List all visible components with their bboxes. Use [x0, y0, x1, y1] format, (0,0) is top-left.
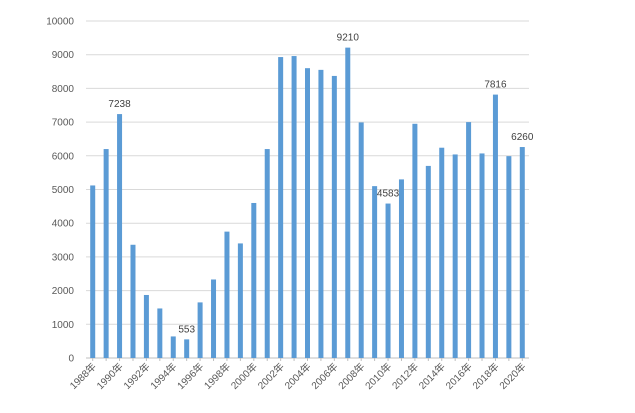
- y-tick-label: 8000: [52, 84, 75, 95]
- bar-2018年: [492, 94, 498, 358]
- bar-2020年: [519, 147, 525, 358]
- bars: [90, 47, 525, 359]
- data-label-1995年: 553: [178, 324, 195, 335]
- x-tick-label: 2014年: [416, 360, 448, 392]
- x-tick-label: 1994年: [147, 360, 179, 392]
- bar-2007年: [345, 47, 351, 359]
- bar-2008年: [358, 122, 364, 358]
- x-tick-label: 2020年: [496, 360, 528, 392]
- bar-1990年: [117, 114, 123, 358]
- bar-2014年: [439, 147, 445, 358]
- x-tick-label: 2000年: [228, 360, 260, 392]
- bar-2012年: [412, 123, 418, 358]
- bar-2019年: [506, 156, 512, 358]
- bar-2016年: [466, 122, 472, 358]
- x-tick-label: 1996年: [174, 360, 206, 392]
- bar-2010年: [385, 203, 391, 358]
- data-label-2007年: 9210: [337, 33, 360, 44]
- bar-2011年: [398, 179, 404, 358]
- data-labels: 7238 553 9210 4583 7816 6260: [108, 33, 533, 336]
- bar-1991年: [130, 244, 136, 358]
- bar-2009年: [372, 186, 378, 358]
- data-label-2018年: 7816: [484, 80, 507, 91]
- bar-1993年: [157, 308, 163, 358]
- bar-1994年: [170, 336, 176, 358]
- x-tick-label: 2008年: [335, 360, 367, 392]
- y-tick-label: 2000: [52, 286, 75, 297]
- y-tick-label: 5000: [52, 185, 75, 196]
- x-tick-label: 1990年: [94, 360, 126, 392]
- x-tick-label: 2002年: [255, 360, 287, 392]
- y-tick-label: 7000: [52, 118, 75, 129]
- y-axis: 0 1000 2000 3000 4000 5000 6000 7000 8000 9000 100…: [46, 17, 74, 365]
- bar-1988年: [90, 185, 96, 358]
- bar-2001年: [264, 149, 270, 358]
- y-tick-label: 10000: [46, 17, 74, 28]
- y-tick-label: 3000: [52, 252, 75, 263]
- bar-1996年: [197, 302, 203, 358]
- data-label-2010年: 4583: [377, 189, 400, 200]
- bar-2004年: [305, 68, 310, 359]
- x-axis: 1988年1990年1992年1994年1996年1998年2000年2002年…: [67, 358, 528, 392]
- y-tick-label: 1000: [52, 320, 75, 331]
- x-tick-label: 2006年: [308, 360, 340, 392]
- bar-2000年: [251, 202, 257, 358]
- bar-1992年: [143, 294, 149, 358]
- bar-1995年: [184, 339, 190, 358]
- bar-2005年: [318, 69, 324, 359]
- x-tick-label: 2016年: [443, 360, 475, 392]
- x-tick-label: 1992年: [121, 360, 153, 392]
- bar-1999年: [237, 243, 243, 358]
- data-label-2020年: 6260: [511, 132, 534, 143]
- bar-2015年: [452, 154, 458, 358]
- x-tick-label: 2004年: [282, 360, 314, 392]
- y-tick-label: 0: [68, 354, 74, 365]
- y-tick-label: 6000: [52, 151, 75, 162]
- bar-2002年: [278, 57, 284, 359]
- x-tick-label: 2018年: [470, 360, 502, 392]
- bar-2003年: [291, 56, 297, 358]
- bar-2017年: [479, 153, 485, 358]
- x-tick-label: 2010年: [362, 360, 394, 392]
- x-tick-label: 2012年: [389, 360, 421, 392]
- x-tick-label: 1988年: [67, 360, 99, 392]
- y-tick-label: 9000: [52, 50, 75, 61]
- bar-1998年: [224, 231, 230, 358]
- data-label-1990年: 7238: [108, 99, 131, 110]
- bar-1989年: [103, 149, 109, 358]
- x-tick-label: 1998年: [201, 360, 233, 392]
- bar-2006年: [331, 75, 337, 358]
- bar-2013年: [425, 165, 431, 358]
- bar-1997年: [211, 279, 217, 358]
- y-tick-label: 4000: [52, 219, 75, 230]
